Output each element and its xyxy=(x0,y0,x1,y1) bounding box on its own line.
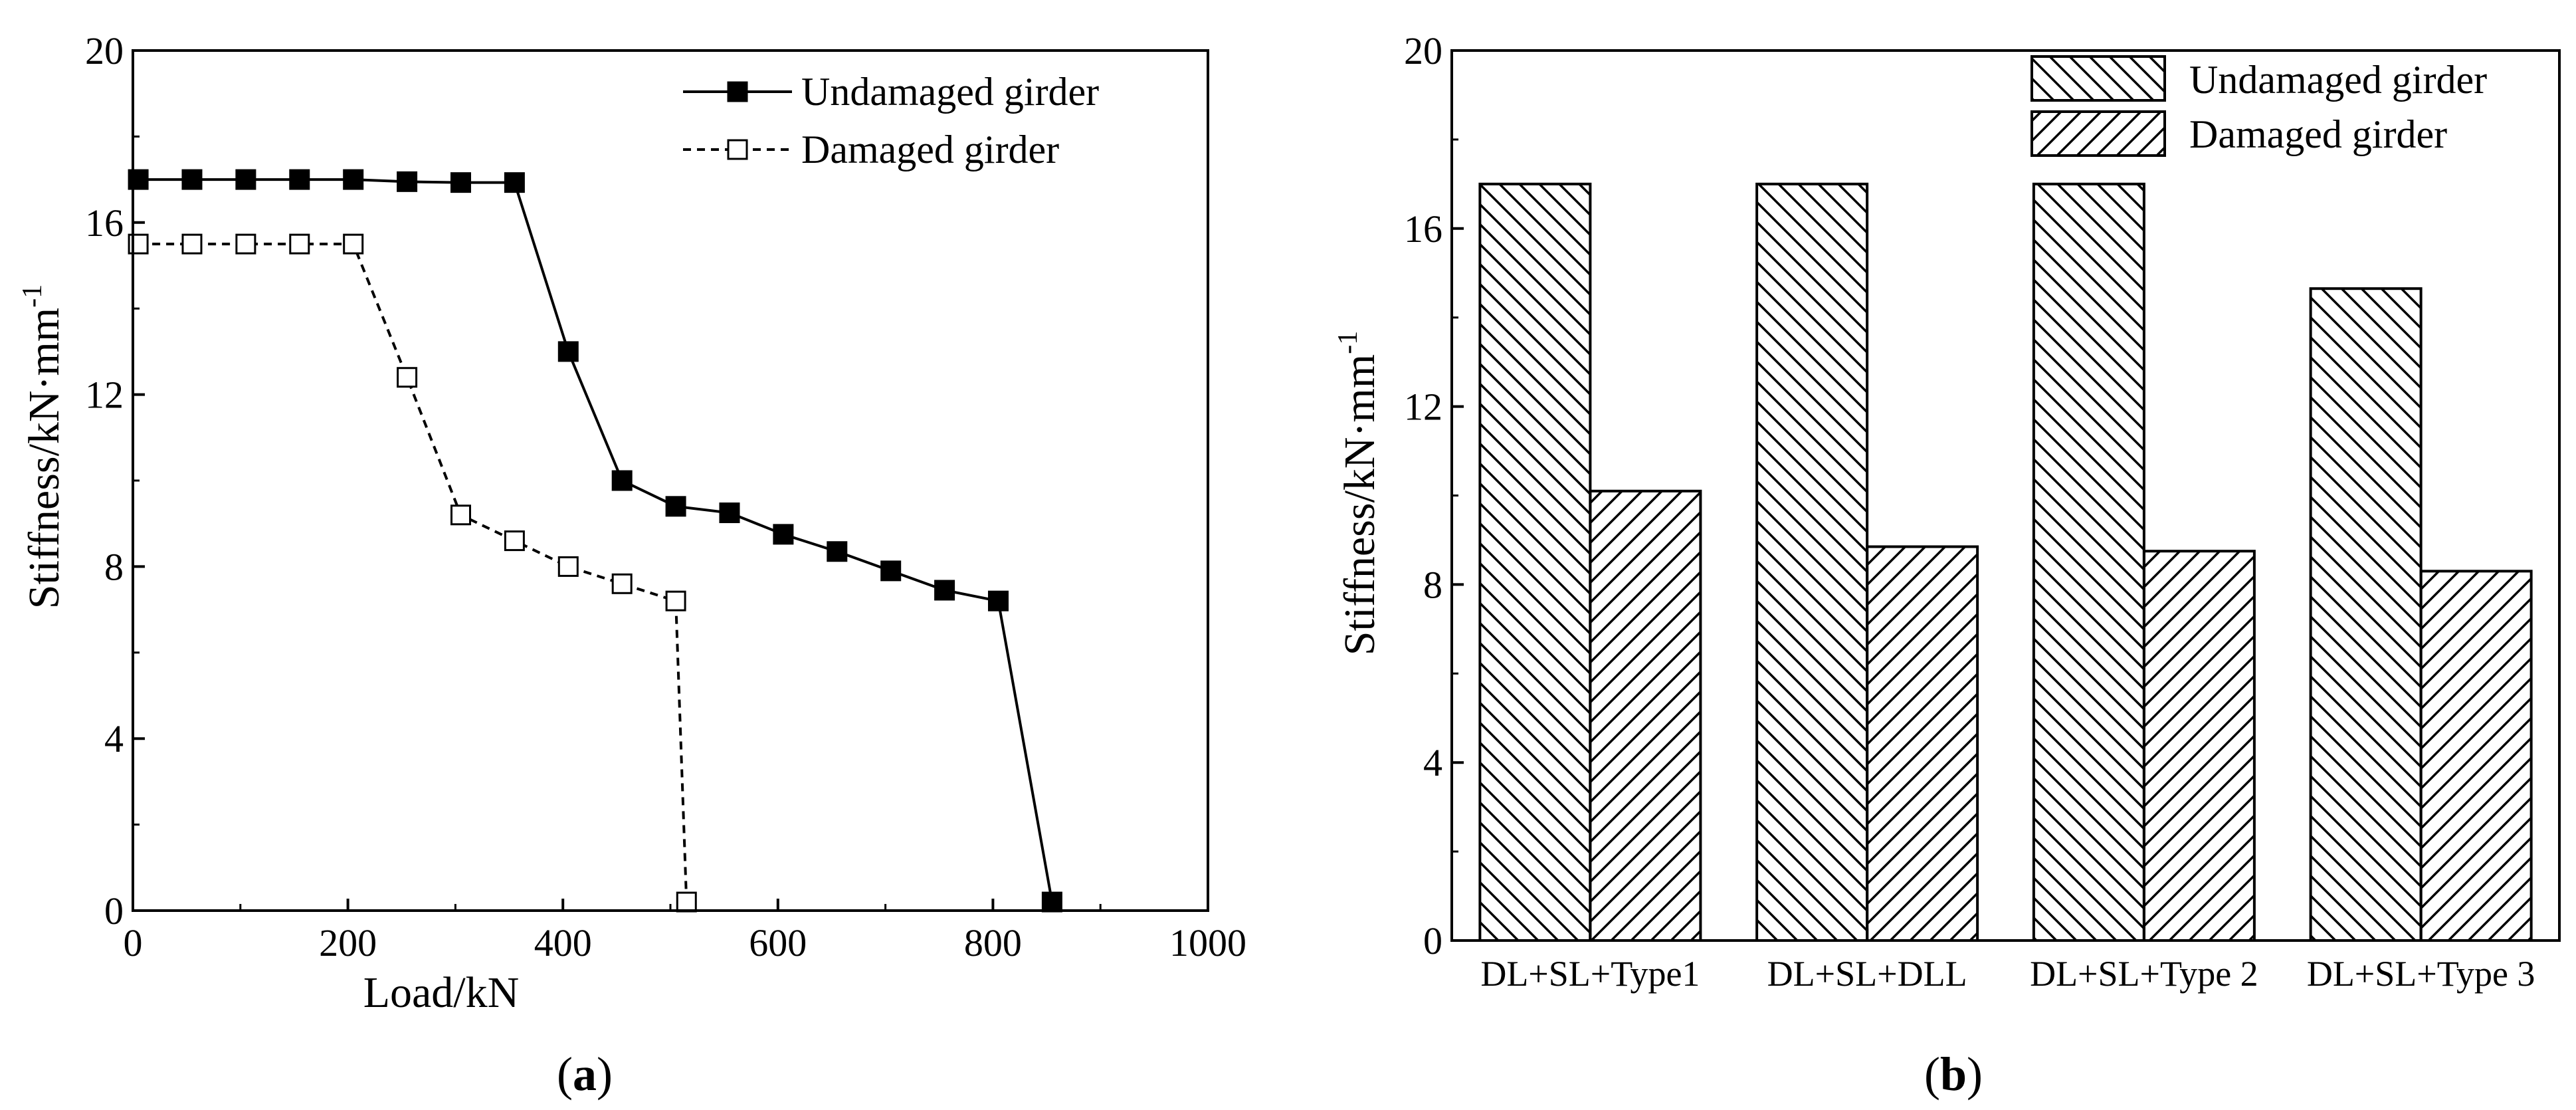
y-tick-label: 20 xyxy=(1404,29,1442,72)
panel-a-plot-frame xyxy=(132,49,1209,912)
panel-a-x-axis-title: Load/kN xyxy=(363,968,520,1017)
data-point xyxy=(235,233,256,255)
bar-damaged xyxy=(1866,545,1979,942)
y-tick-label: 0 xyxy=(1423,919,1442,962)
category-label: DL+SL+DLL xyxy=(1767,954,1967,994)
data-point xyxy=(557,341,579,362)
data-point xyxy=(827,541,848,562)
bar-damaged xyxy=(2419,570,2533,942)
data-point xyxy=(181,169,203,190)
data-point xyxy=(289,169,310,190)
data-point xyxy=(557,556,579,577)
x-tick-label: 400 xyxy=(534,921,592,964)
y-tick-label: 8 xyxy=(104,545,124,588)
panel-b-plot-frame xyxy=(1450,49,2561,942)
category-label: DL+SL+Type 3 xyxy=(2307,954,2535,994)
data-point xyxy=(181,233,203,255)
data-point xyxy=(611,470,633,491)
data-point xyxy=(773,524,794,545)
data-point xyxy=(289,233,310,255)
panel-a-caption-close: ) xyxy=(597,1048,613,1101)
legend-b-damaged-swatch xyxy=(2031,110,2166,157)
legend-b-damaged-label: Damaged girder xyxy=(2189,112,2447,156)
legend-a-undamaged-marker xyxy=(727,81,748,102)
data-point xyxy=(1041,891,1062,913)
panel-a-caption-letter: a xyxy=(573,1048,597,1101)
y-tick-label: 16 xyxy=(85,201,124,245)
panel-b-caption-close: ) xyxy=(1967,1048,1983,1101)
data-point xyxy=(504,172,525,193)
x-tick-label: 800 xyxy=(964,921,1022,964)
panel-a-series xyxy=(128,169,1062,913)
panel-a-y-axis-title: Stiffness/kN·mm-1 xyxy=(17,284,68,609)
data-point xyxy=(450,504,471,526)
panel-a-caption-open: ( xyxy=(557,1048,573,1101)
panel-a-y-axis-title-base: Stiffness/kN·mm xyxy=(20,308,68,609)
data-point xyxy=(934,580,955,601)
panel-b-caption: (b) xyxy=(1924,1048,1983,1101)
panel-b-legend: Undamaged girder Damaged girder xyxy=(2031,55,2487,157)
x-tick-label: 1000 xyxy=(1169,921,1246,964)
y-tick-label: 4 xyxy=(104,717,124,760)
data-point xyxy=(611,573,633,594)
data-point xyxy=(397,367,418,388)
data-point xyxy=(235,169,256,190)
category-label: DL+SL+Type 2 xyxy=(2030,954,2258,994)
data-point xyxy=(719,502,740,524)
data-point xyxy=(504,530,525,552)
data-point xyxy=(450,172,471,193)
bar-damaged xyxy=(1589,489,1702,942)
panel-b-caption-open: ( xyxy=(1924,1048,1940,1101)
data-point xyxy=(343,169,364,190)
data-point xyxy=(665,496,686,517)
panel-a-line-chart: 0 200 400 600 800 1000 0 4 8 12 16 20 Load/kN Stiff… xyxy=(17,29,1246,1101)
legend-a-damaged-marker xyxy=(727,139,748,160)
y-tick-label: 0 xyxy=(104,889,124,933)
panel-b-category-labels: DL+SL+Type1 DL+SL+DLL DL+SL+Type 2 DL+SL+Ty… xyxy=(1480,954,2535,994)
panel-a-legend: Undamaged girder Damaged girder xyxy=(683,70,1099,171)
series-line-undamaged xyxy=(138,178,1054,903)
x-tick-label: 0 xyxy=(124,921,143,964)
bar-undamaged xyxy=(1755,182,1869,943)
data-point xyxy=(676,891,697,913)
panel-b-caption-letter: b xyxy=(1940,1048,1967,1101)
bar-damaged xyxy=(2142,550,2256,942)
category-label: DL+SL+Type1 xyxy=(1480,954,1700,994)
x-tick-label: 600 xyxy=(749,921,807,964)
legend-a-undamaged-label: Undamaged girder xyxy=(801,70,1099,114)
data-point xyxy=(397,171,418,192)
y-tick-label: 16 xyxy=(1404,207,1442,251)
bar-undamaged xyxy=(2309,287,2423,942)
legend-a-damaged-label: Damaged girder xyxy=(801,128,1059,171)
data-point xyxy=(880,560,902,582)
panel-a-caption: (a) xyxy=(557,1048,613,1101)
panel-a-y-axis-title-exponent: -1 xyxy=(17,284,48,308)
panel-b-y-axis-title-exponent: -1 xyxy=(1333,331,1363,354)
data-point xyxy=(343,233,364,255)
y-tick-label: 12 xyxy=(85,374,124,417)
panel-b-tick-labels: 0 4 8 12 16 20 xyxy=(1404,29,1442,962)
y-tick-label: 20 xyxy=(85,29,124,72)
data-point xyxy=(987,590,1009,611)
panel-b-y-axis-title: Stiffness/kN·mm-1 xyxy=(1333,331,1384,655)
legend-b-undamaged-label: Undamaged girder xyxy=(2189,58,2487,102)
panel-b-y-axis-title-base: Stiffness/kN·mm xyxy=(1336,354,1384,655)
y-tick-label: 4 xyxy=(1423,741,1442,784)
y-tick-label: 8 xyxy=(1423,563,1442,606)
x-tick-label: 200 xyxy=(319,921,377,964)
panel-a-tick-labels: 0 200 400 600 800 1000 0 4 8 12 16 20 xyxy=(85,29,1246,964)
series-line-damaged xyxy=(138,243,688,903)
data-point xyxy=(665,590,686,611)
y-tick-label: 12 xyxy=(1404,386,1442,429)
legend-b-undamaged-swatch xyxy=(2031,55,2166,102)
bar-undamaged xyxy=(2032,182,2145,943)
panel-b-bars xyxy=(1478,182,2533,943)
bar-undamaged xyxy=(1478,182,1592,943)
